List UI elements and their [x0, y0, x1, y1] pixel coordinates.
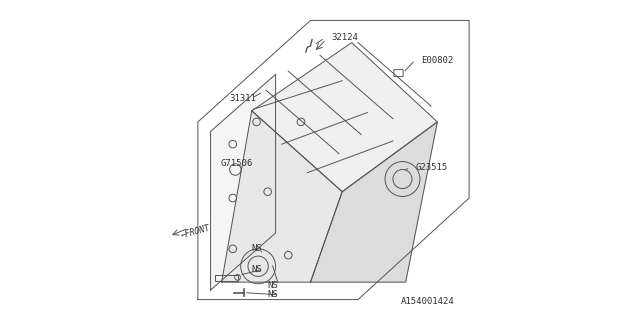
Text: NS: NS	[252, 244, 262, 253]
Polygon shape	[310, 122, 437, 282]
Text: E00802: E00802	[422, 56, 454, 65]
Text: NS: NS	[268, 290, 278, 299]
Polygon shape	[211, 74, 276, 290]
Polygon shape	[221, 111, 342, 282]
Text: G23515: G23515	[415, 164, 447, 172]
Text: 32124: 32124	[331, 33, 358, 42]
Polygon shape	[252, 43, 437, 192]
Text: NS: NS	[252, 265, 262, 274]
Bar	[215, 275, 237, 281]
Text: NS: NS	[268, 281, 278, 290]
Text: A154001424: A154001424	[401, 297, 455, 306]
Text: ←FRONT: ←FRONT	[180, 223, 212, 240]
Text: G71506: G71506	[220, 159, 252, 168]
Text: 31311: 31311	[230, 94, 257, 103]
